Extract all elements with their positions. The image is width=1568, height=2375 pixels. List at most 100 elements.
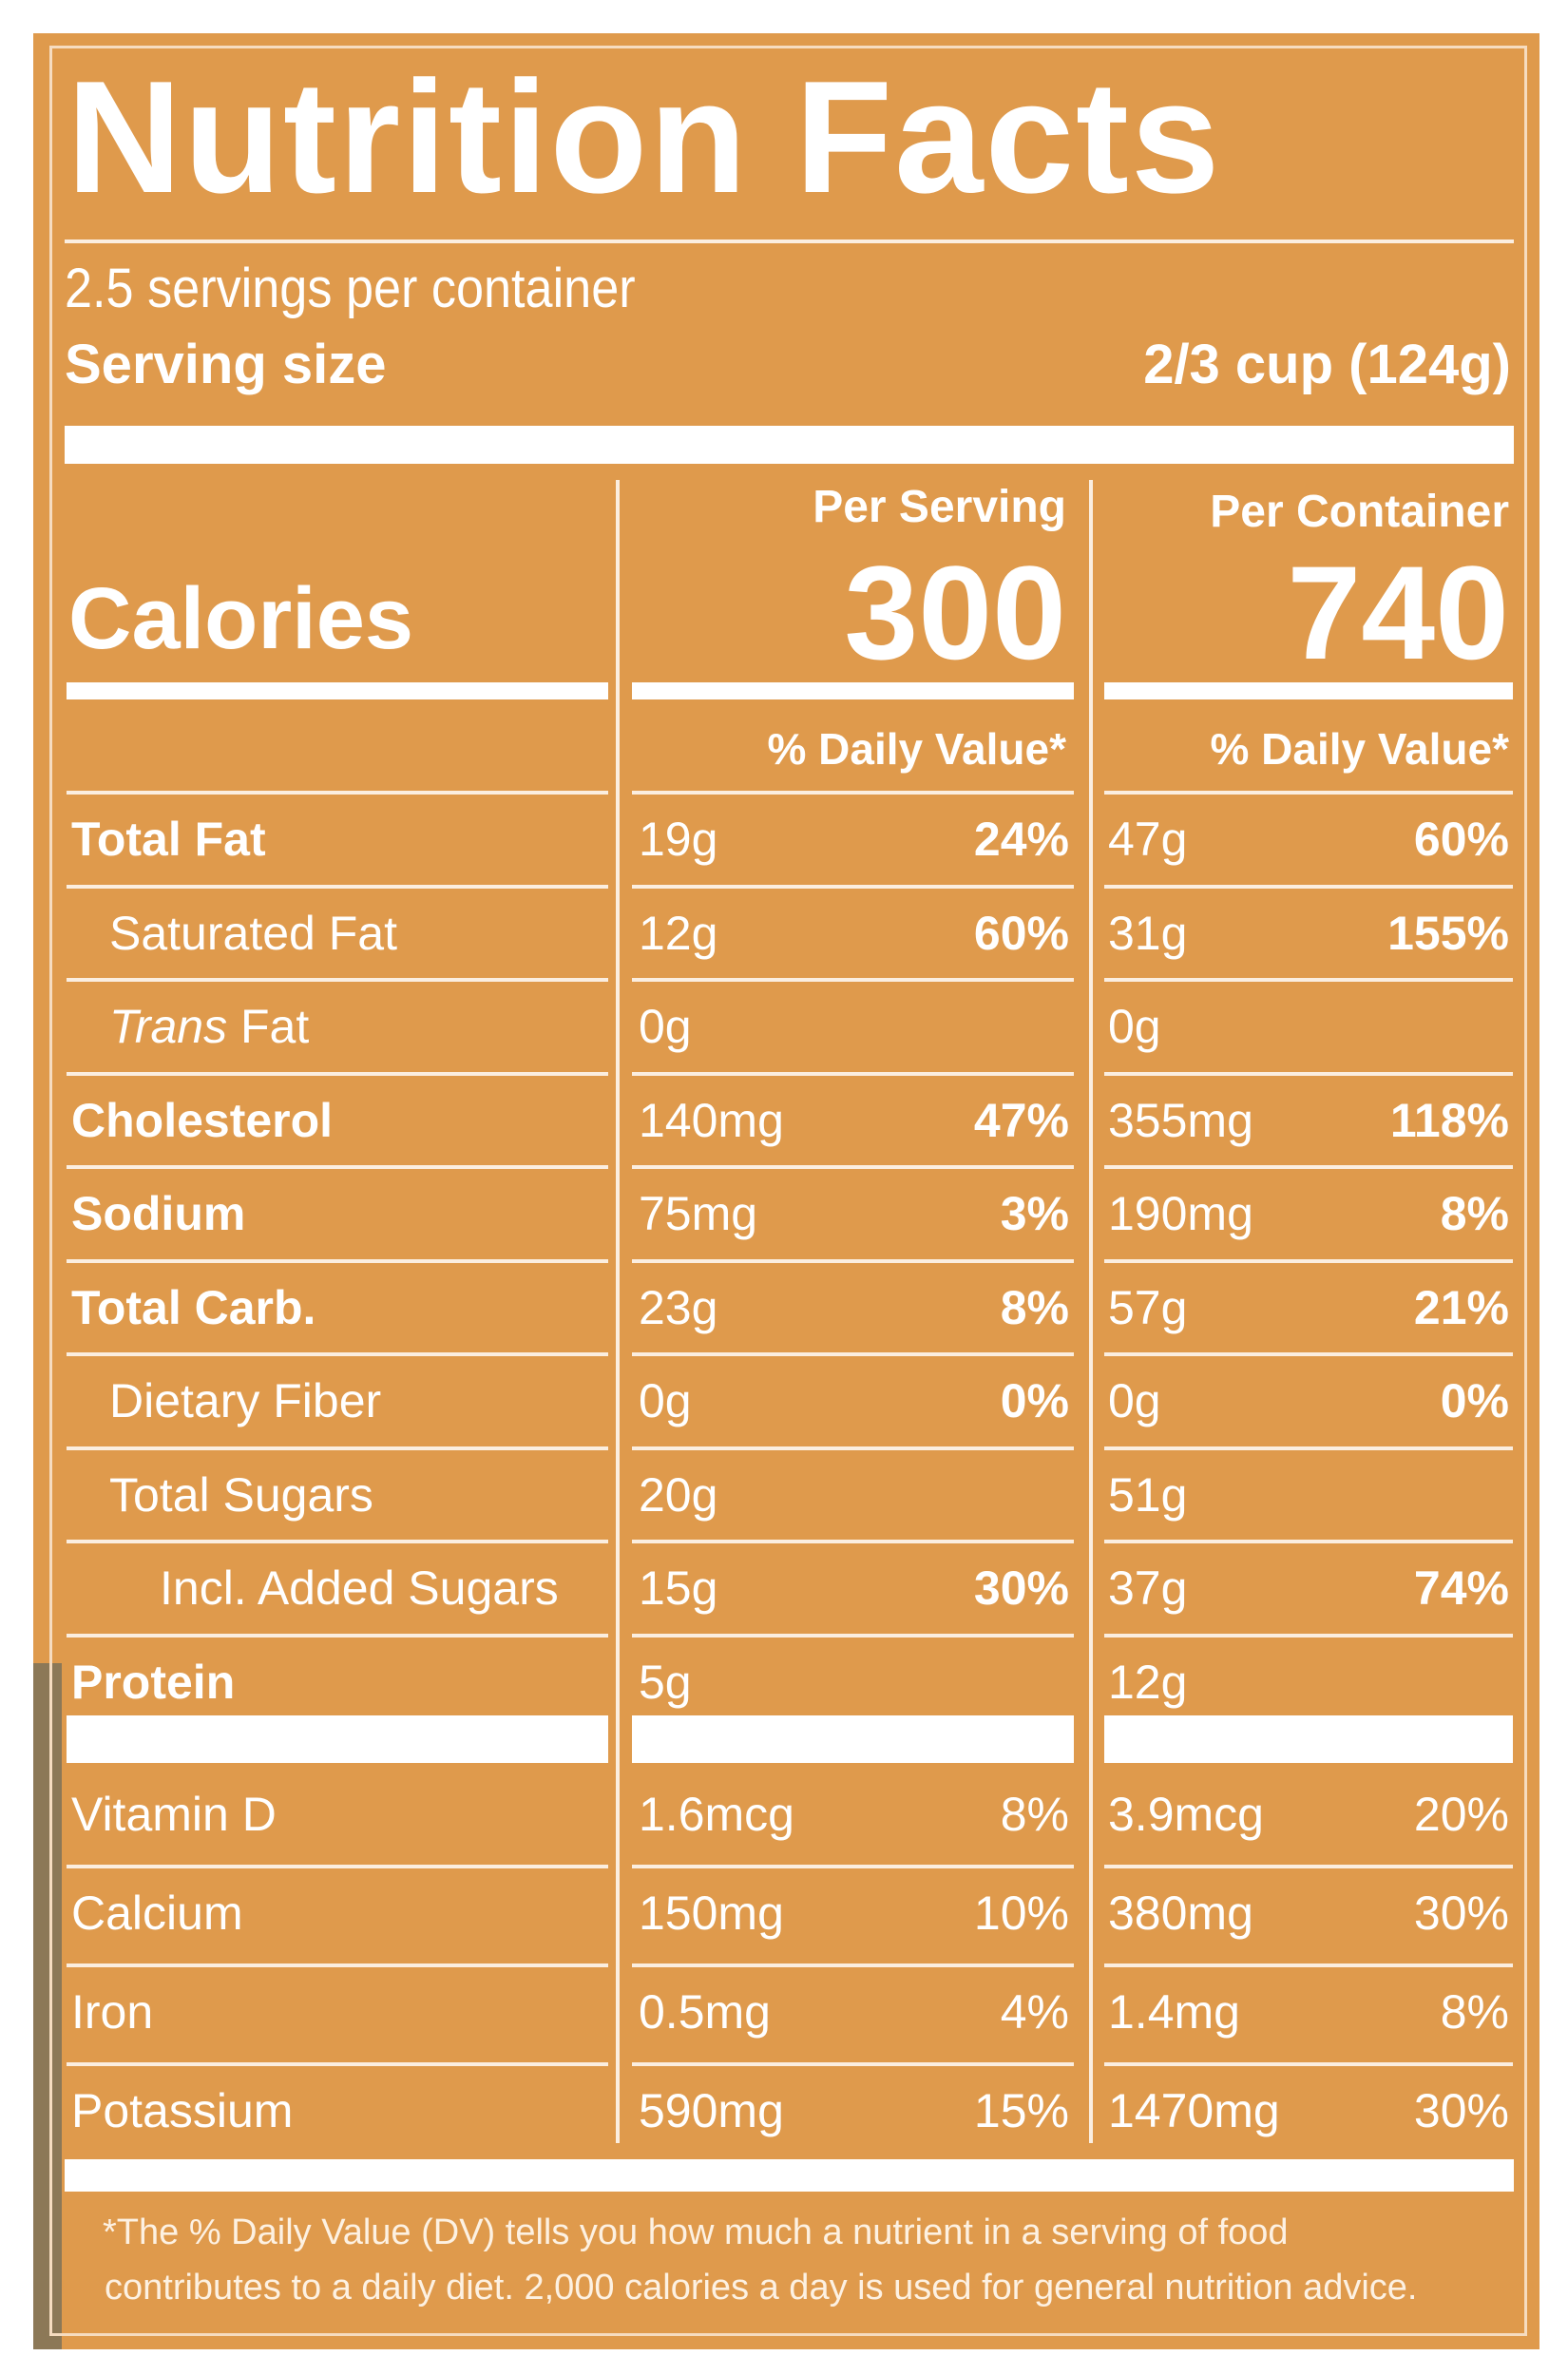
- row-divider: [67, 1446, 608, 1450]
- row-divider: [1104, 1540, 1513, 1543]
- serving-daily-value: 10%: [973, 1887, 1069, 1940]
- container-amount: 31g: [1108, 906, 1188, 960]
- nutrient-row: Total Carb. 23g 8% 57g 21%: [0, 1263, 1568, 1356]
- calories-divider: [1104, 682, 1513, 699]
- row-divider: [632, 978, 1074, 982]
- divider: [632, 791, 1074, 795]
- container-amount: 37g: [1108, 1561, 1188, 1615]
- container-daily-value: 118%: [1389, 1093, 1509, 1147]
- nutrient-name: Iron: [71, 1985, 154, 2039]
- row-divider: [632, 1446, 1074, 1450]
- nutrient-row: Potassium 590mg 15% 1470mg 30%: [0, 2066, 1568, 2165]
- row-divider: [67, 1865, 608, 1868]
- serving-daily-value: 60%: [973, 906, 1069, 960]
- nutrient-label: Cholesterol: [71, 1097, 333, 1144]
- nutrient-label: Total Sugars: [109, 1471, 373, 1519]
- serving-amount: 1.6mcg: [639, 1788, 794, 1841]
- row-divider: [67, 884, 608, 889]
- row-divider: [632, 2062, 1074, 2066]
- nutrient-name: Cholesterol: [71, 1093, 334, 1147]
- nutrient-name: Sodium: [71, 1187, 246, 1240]
- serving-daily-value: 30%: [973, 1561, 1069, 1615]
- row-divider: [632, 1963, 1074, 1967]
- row-divider: [632, 1165, 1074, 1169]
- serving-amount: 12g: [639, 906, 718, 960]
- row-divider: [1104, 1865, 1513, 1868]
- serving-amount: 19g: [639, 813, 718, 866]
- serving-daily-value: 47%: [973, 1093, 1069, 1147]
- serving-amount: 23g: [639, 1280, 718, 1334]
- serving-daily-value: 8%: [1000, 1788, 1069, 1841]
- nutrient-label: Sodium: [71, 1190, 245, 1237]
- row-divider: [67, 1352, 608, 1356]
- footnote-line-2: contributes to a daily diet. 2,000 calor…: [105, 2268, 1418, 2308]
- serving-amount: 0g: [639, 1000, 692, 1053]
- serving-daily-value: 8%: [1000, 1280, 1069, 1334]
- row-divider: [1104, 1633, 1513, 1638]
- nutrient-name-suffix: Fat: [227, 1000, 310, 1053]
- container-daily-value: 155%: [1387, 906, 1509, 960]
- thick-divider: [1104, 1715, 1513, 1763]
- per-serving-header: Per Serving: [813, 482, 1066, 532]
- row-divider: [67, 1633, 608, 1638]
- nutrient-label: Total Carb.: [71, 1284, 316, 1331]
- background-edge: [33, 1663, 62, 2349]
- row-divider: [67, 978, 608, 982]
- serving-amount: 590mg: [639, 2084, 784, 2137]
- serving-size-value: 2/3 cup (124g): [1143, 334, 1511, 395]
- serving-daily-value: 15%: [973, 2084, 1069, 2137]
- row-divider: [632, 1352, 1074, 1356]
- nutrient-name: Saturated Fat: [109, 906, 397, 960]
- per-container-header: Per Container: [1210, 487, 1509, 537]
- container-amount: 1470mg: [1108, 2084, 1280, 2137]
- thick-divider: [65, 2159, 1514, 2192]
- nutrient-row: Protein 5g 12g: [0, 1638, 1568, 1732]
- container-daily-value: 21%: [1413, 1280, 1509, 1334]
- container-daily-value: 0%: [1440, 1374, 1509, 1427]
- nutrient-label: Calcium: [71, 1889, 243, 1937]
- serving-amount: 5g: [639, 1655, 692, 1709]
- nutrient-row: Dietary Fiber 0g 0% 0g 0%: [0, 1356, 1568, 1450]
- daily-value-header: % Daily Value*: [1210, 724, 1510, 774]
- thick-divider: [632, 1715, 1074, 1763]
- nutrient-row: Incl. Added Sugars 15g 30% 37g 74%: [0, 1543, 1568, 1638]
- label-title: Nutrition Facts: [67, 48, 1222, 226]
- serving-amount: 15g: [639, 1561, 718, 1615]
- serving-amount: 0.5mg: [639, 1985, 771, 2039]
- footnote-line-1: *The % Daily Value (DV) tells you how mu…: [103, 2212, 1289, 2252]
- nutrient-row: Cholesterol 140mg 47% 355mg 118%: [0, 1076, 1568, 1169]
- serving-amount: 140mg: [639, 1093, 784, 1147]
- row-divider: [67, 1258, 608, 1263]
- row-divider: [67, 2062, 608, 2066]
- row-divider: [632, 1258, 1074, 1263]
- label-border: [49, 46, 1527, 2336]
- row-divider: [632, 1540, 1074, 1543]
- row-divider: [1104, 1963, 1513, 1967]
- nutrient-row: Total Fat 19g 24% 47g 60%: [0, 795, 1568, 889]
- nutrient-label: Trans Fat: [109, 1003, 309, 1050]
- serving-daily-value: 0%: [1000, 1374, 1069, 1427]
- nutrient-row: Trans Fat 0g 0g: [0, 982, 1568, 1076]
- serving-amount: 0g: [639, 1374, 692, 1427]
- row-divider: [1104, 1446, 1513, 1450]
- calories-divider: [632, 682, 1074, 699]
- container-amount: 380mg: [1108, 1887, 1253, 1940]
- calories-per-serving: 300: [844, 538, 1066, 687]
- nutrient-row: Calcium 150mg 10% 380mg 30%: [0, 1868, 1568, 1967]
- nutrient-label: Saturated Fat: [109, 910, 397, 957]
- nutrient-row: Total Sugars 20g 51g: [0, 1450, 1568, 1543]
- row-divider: [67, 1165, 608, 1169]
- row-divider: [1104, 2062, 1513, 2066]
- serving-amount: 75mg: [639, 1187, 758, 1240]
- row-divider: [1104, 1352, 1513, 1356]
- column-divider: [616, 480, 620, 2143]
- nutrient-row: Iron 0.5mg 4% 1.4mg 8%: [0, 1967, 1568, 2066]
- thick-divider: [65, 426, 1514, 464]
- nutrient-label: Potassium: [71, 2087, 293, 2135]
- row-divider: [67, 1071, 608, 1076]
- divider: [67, 791, 608, 795]
- container-daily-value: 8%: [1440, 1187, 1509, 1240]
- container-amount: 51g: [1108, 1467, 1188, 1522]
- container-daily-value: 30%: [1413, 1887, 1509, 1940]
- container-daily-value: 8%: [1440, 1985, 1509, 2039]
